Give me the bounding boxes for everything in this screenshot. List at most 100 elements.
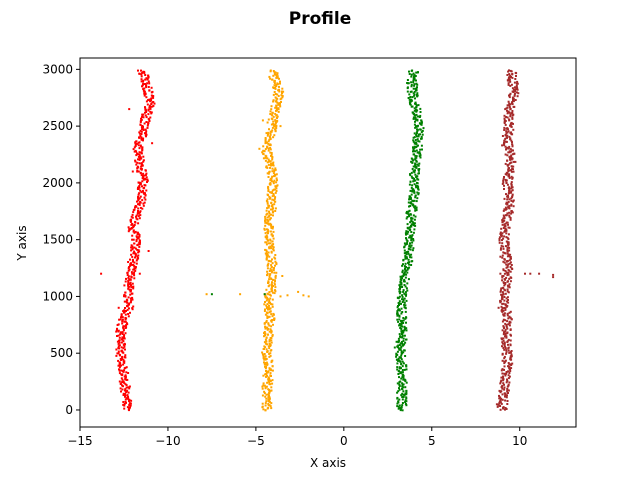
data-point <box>511 96 514 99</box>
data-point <box>506 131 509 134</box>
data-point <box>511 87 514 90</box>
data-point <box>413 74 416 77</box>
data-point <box>508 173 511 176</box>
x-tick-label: 10 <box>512 434 527 448</box>
data-point <box>267 380 270 383</box>
data-point <box>409 234 412 237</box>
data-point <box>501 276 504 279</box>
data-point <box>272 161 275 164</box>
data-point <box>500 402 503 405</box>
data-point <box>396 402 399 405</box>
data-point <box>268 304 270 307</box>
data-point <box>145 189 148 192</box>
data-point <box>506 379 509 382</box>
data-point <box>511 116 514 119</box>
data-point <box>264 241 267 244</box>
data-point <box>117 347 120 349</box>
data-point <box>398 295 401 298</box>
data-point <box>268 330 271 333</box>
data-point <box>137 210 139 212</box>
data-point <box>404 268 406 271</box>
data-point <box>505 351 508 354</box>
outlier-point <box>395 340 398 343</box>
data-point <box>150 86 153 89</box>
data-point <box>499 405 502 407</box>
data-point <box>143 87 146 90</box>
data-point <box>511 196 514 198</box>
data-point <box>418 172 420 175</box>
data-point <box>130 253 133 256</box>
data-point <box>406 212 409 214</box>
data-point <box>400 358 403 361</box>
data-point <box>505 240 508 243</box>
data-point <box>128 285 131 288</box>
data-point <box>266 172 269 175</box>
data-point <box>407 252 410 255</box>
data-point <box>507 70 510 73</box>
data-point <box>405 253 408 256</box>
data-point <box>140 118 143 121</box>
data-point <box>408 183 411 186</box>
data-point <box>500 244 503 247</box>
data-point <box>408 254 411 257</box>
data-point <box>270 269 273 272</box>
data-point <box>410 157 413 160</box>
data-point <box>267 230 270 233</box>
data-point <box>421 148 423 151</box>
data-point <box>414 224 417 227</box>
data-point <box>267 388 270 391</box>
data-point <box>267 185 270 188</box>
data-point <box>138 147 141 150</box>
data-point <box>269 183 272 186</box>
data-point <box>509 358 512 361</box>
data-point <box>124 389 126 392</box>
data-point <box>133 250 136 253</box>
data-point <box>126 389 129 392</box>
data-point <box>397 302 400 304</box>
data-point <box>271 379 274 382</box>
data-point <box>142 113 145 116</box>
data-point <box>266 270 269 273</box>
data-point <box>268 204 270 207</box>
data-point <box>498 236 501 239</box>
data-point <box>271 195 274 198</box>
data-point <box>142 70 145 73</box>
data-point <box>118 372 121 375</box>
data-point <box>115 354 118 357</box>
data-point <box>265 243 268 246</box>
data-point <box>264 139 267 142</box>
data-point <box>145 176 148 179</box>
data-point <box>135 163 138 166</box>
data-point <box>137 197 140 200</box>
data-point <box>268 274 271 277</box>
data-point <box>399 380 402 383</box>
data-point <box>144 169 147 172</box>
data-point <box>410 256 413 259</box>
data-point <box>511 112 514 114</box>
data-point <box>274 264 276 267</box>
data-point <box>140 78 143 81</box>
series-1-points <box>100 69 156 412</box>
data-point <box>505 245 507 248</box>
data-point <box>503 217 506 220</box>
data-point <box>506 154 509 157</box>
data-point <box>415 87 418 90</box>
data-point <box>510 257 512 260</box>
data-point <box>262 382 265 385</box>
data-point <box>266 267 269 270</box>
data-point <box>414 116 417 119</box>
data-point <box>117 352 120 355</box>
data-point <box>503 344 506 347</box>
data-point <box>267 158 270 161</box>
data-point <box>136 161 139 164</box>
data-point <box>507 349 510 352</box>
data-point <box>268 135 271 138</box>
data-point <box>134 205 137 207</box>
data-point <box>261 406 264 409</box>
data-point <box>511 90 514 93</box>
data-point <box>275 187 278 190</box>
data-point <box>138 217 141 220</box>
data-point <box>122 328 125 331</box>
data-point <box>276 82 279 85</box>
outlier-point <box>131 170 134 173</box>
